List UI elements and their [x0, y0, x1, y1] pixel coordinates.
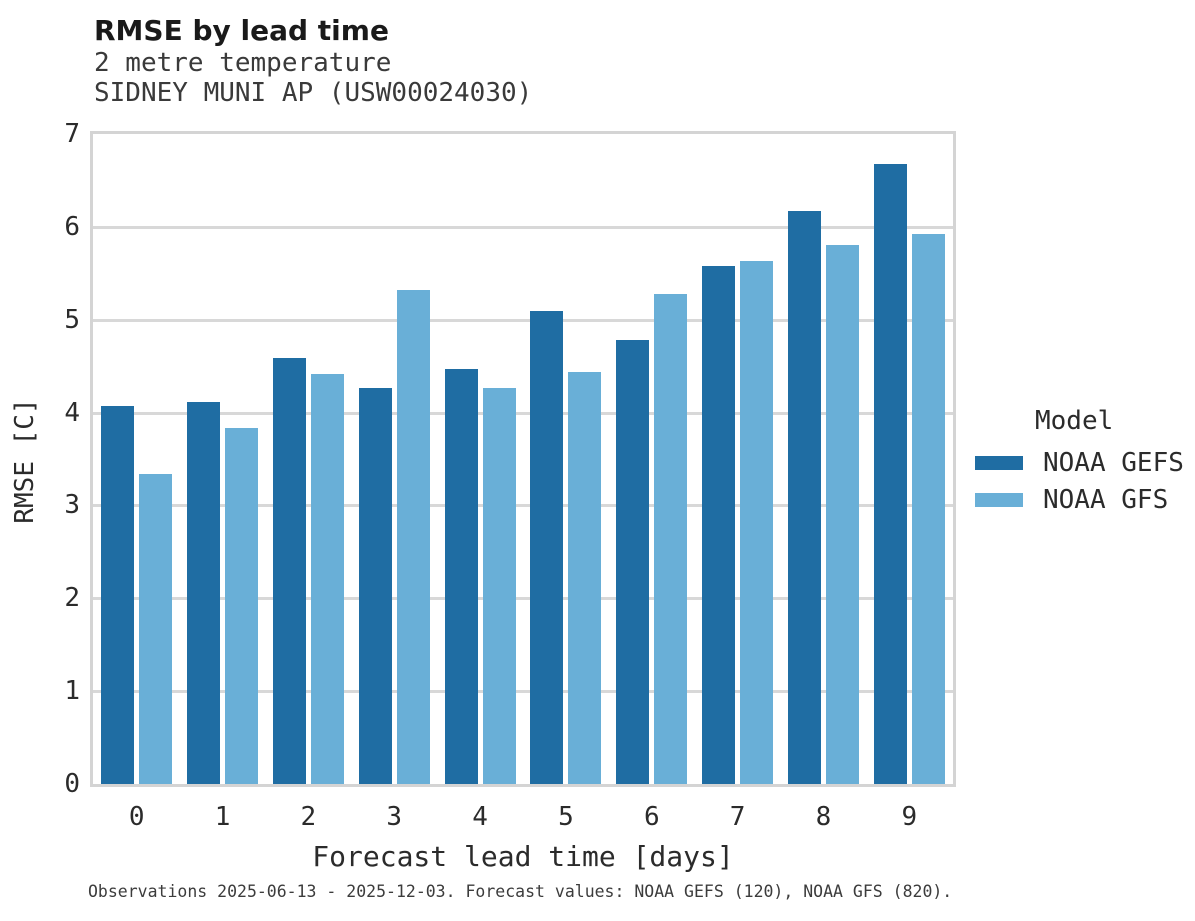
bar-noaa-gefs-lead-5	[530, 311, 564, 784]
legend-label: NOAA GFS	[1043, 484, 1169, 515]
bar-noaa-gfs-lead-8	[825, 244, 859, 784]
legend-entry-noaa-gefs: NOAA GEFS	[975, 444, 1184, 481]
gridline-y1	[93, 690, 953, 694]
gridline-y6	[93, 225, 953, 229]
legend-title: Model	[1035, 406, 1114, 436]
x-tick-label-1: 1	[214, 802, 231, 832]
x-axis-label: Forecast lead time [days]	[312, 840, 734, 873]
y-tick-label-5: 5	[64, 304, 80, 335]
footer-note: Observations 2025-06-13 - 2025-12-03. Fo…	[88, 882, 953, 901]
bar-noaa-gfs-lead-7	[740, 261, 774, 784]
legend-label: NOAA GEFS	[1043, 447, 1184, 478]
bar-noaa-gefs-lead-2	[272, 357, 306, 784]
gridline-y5	[93, 318, 953, 322]
bar-noaa-gfs-lead-6	[654, 293, 688, 784]
bar-noaa-gfs-lead-9	[911, 234, 945, 784]
y-tick-label-7: 7	[64, 119, 80, 149]
x-tick-label-6: 6	[643, 802, 660, 832]
chart-subtitle-station: SIDNEY MUNI AP (USW00024030)	[94, 78, 533, 108]
x-tick-label-7: 7	[729, 802, 746, 832]
bar-noaa-gfs-lead-4	[482, 387, 516, 784]
x-tick-label-2: 2	[300, 802, 317, 832]
bar-noaa-gfs-lead-3	[396, 290, 430, 784]
x-tick-label-3: 3	[386, 802, 403, 832]
x-tick-label-0: 0	[128, 802, 145, 832]
bar-noaa-gfs-lead-2	[310, 373, 344, 784]
x-tick-label-8: 8	[815, 802, 832, 832]
x-tick-label-5: 5	[558, 802, 574, 832]
gridline-y2	[93, 597, 953, 601]
y-tick-label-4: 4	[64, 397, 80, 428]
legend-swatch-icon	[975, 455, 1023, 470]
bar-noaa-gefs-lead-3	[358, 388, 392, 784]
plot-area	[90, 131, 956, 787]
bar-noaa-gfs-lead-5	[568, 371, 602, 784]
chart-title: RMSE by lead time	[94, 14, 389, 47]
legend-entry-noaa-gfs: NOAA GFS	[975, 481, 1184, 518]
bar-noaa-gefs-lead-1	[187, 402, 221, 784]
bar-noaa-gefs-lead-0	[101, 406, 135, 784]
y-tick-label-3: 3	[64, 490, 80, 521]
legend-entries: NOAA GEFS NOAA GFS	[975, 444, 1184, 518]
legend: Model NOAA GEFS NOAA GFS	[975, 406, 1184, 518]
bar-noaa-gefs-lead-7	[702, 265, 736, 784]
bar-noaa-gefs-lead-8	[787, 211, 821, 784]
legend-swatch-icon	[975, 492, 1023, 507]
bar-noaa-gefs-lead-6	[616, 340, 650, 784]
bar-noaa-gfs-lead-0	[139, 473, 173, 784]
bar-noaa-gefs-lead-4	[444, 368, 478, 784]
y-tick-label-2: 2	[64, 583, 80, 614]
x-tick-label-4: 4	[472, 802, 488, 832]
bar-noaa-gfs-lead-1	[225, 428, 259, 784]
gridline-y3	[93, 504, 953, 508]
chart-header: RMSE by lead time 2 metre temperature SI…	[94, 14, 532, 108]
gridline-y4	[93, 411, 953, 415]
x-tick-label-9: 9	[901, 802, 918, 832]
bar-noaa-gefs-lead-9	[873, 163, 907, 784]
chart-subtitle-variable: 2 metre temperature	[94, 48, 392, 78]
y-tick-label-6: 6	[64, 211, 80, 242]
y-tick-label-1: 1	[64, 676, 80, 707]
y-tick-label-0: 0	[64, 769, 80, 799]
